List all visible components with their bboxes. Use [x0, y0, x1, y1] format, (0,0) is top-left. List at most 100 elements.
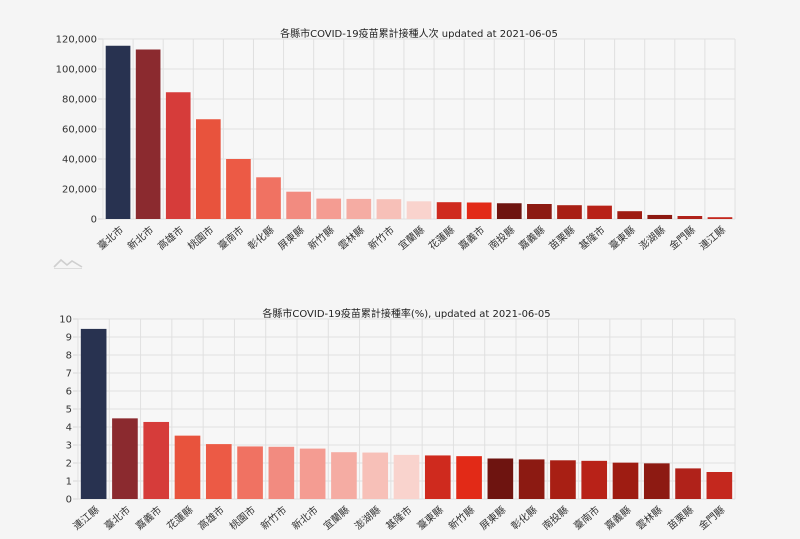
y-tick-label: 120,000	[56, 35, 97, 46]
x-tick-label: 新竹縣	[305, 223, 336, 252]
x-tick-label: 苗栗縣	[547, 224, 578, 252]
bar-臺東縣	[424, 455, 451, 499]
chart-vaccination-rate: 各縣市COVID-19疫苗累計接種率(%), updated at 2021-0…	[59, 307, 736, 533]
bar-宜蘭縣	[331, 452, 357, 499]
x-tick-label: 臺南市	[571, 503, 602, 532]
x-tick-label: 連江縣	[70, 503, 101, 532]
bar-連江縣	[707, 217, 733, 219]
x-tick-label: 臺北市	[95, 223, 126, 252]
y-tick-label: 10	[59, 315, 72, 326]
bar-苗栗縣	[557, 205, 582, 219]
x-tick-label: 嘉義市	[456, 223, 487, 252]
x-tick-label: 基隆市	[576, 223, 607, 252]
x-tick-label: 新竹縣	[446, 503, 477, 532]
bar-彰化縣	[256, 177, 281, 219]
x-tick-label: 金門縣	[666, 223, 697, 252]
bar-臺南市	[226, 159, 251, 219]
bar-屏東縣	[487, 458, 514, 499]
chart-title: 各縣市COVID-19疫苗累計接種人次 updated at 2021-06-0…	[280, 27, 558, 40]
y-tick-label: 60,000	[62, 125, 97, 136]
bar-澎湖縣	[362, 452, 389, 499]
y-tick-label: 1	[66, 477, 72, 488]
x-tick-label: 連江縣	[697, 223, 728, 252]
x-tick-label: 雲林縣	[633, 503, 664, 532]
bar-新竹縣	[456, 456, 482, 499]
bar-屏東縣	[286, 191, 311, 219]
y-tick-label: 6	[66, 387, 72, 398]
bar-新北市	[299, 448, 326, 499]
y-tick-label: 0	[91, 215, 97, 226]
bar-嘉義縣	[612, 462, 639, 499]
x-tick-label: 雲林縣	[335, 223, 366, 252]
x-tick-label: 澎湖縣	[637, 224, 668, 252]
bar-金門縣	[706, 472, 733, 499]
x-tick-label: 桃園市	[185, 223, 216, 252]
x-tick-label: 宜蘭縣	[321, 503, 352, 532]
bar-新竹縣	[316, 198, 342, 219]
bar-花蓮縣	[174, 435, 201, 499]
x-tick-label: 金門縣	[696, 503, 727, 532]
y-tick-label: 40,000	[62, 155, 97, 166]
bar-澎湖縣	[647, 214, 673, 219]
x-tick-label: 高雄市	[155, 223, 186, 252]
x-tick-label: 宜蘭縣	[396, 223, 427, 252]
x-tick-label: 新竹市	[365, 223, 396, 252]
x-tick-label: 新竹市	[258, 503, 289, 532]
bar-臺東縣	[617, 211, 643, 219]
x-tick-label: 臺北市	[102, 503, 133, 532]
x-tick-label: 基隆市	[383, 503, 414, 532]
bar-花蓮縣	[436, 202, 462, 219]
y-tick-label: 8	[66, 351, 72, 362]
y-tick-label: 9	[66, 333, 72, 344]
x-tick-label: 嘉義縣	[602, 503, 633, 532]
y-tick-label: 7	[66, 369, 72, 380]
bar-桃園市	[195, 119, 221, 219]
bar-嘉義縣	[527, 204, 552, 219]
bar-彰化縣	[518, 459, 545, 499]
bar-新竹市	[268, 446, 295, 499]
x-tick-label: 花蓮縣	[426, 223, 457, 252]
bar-苗栗縣	[675, 468, 701, 499]
bar-雲林縣	[346, 198, 372, 219]
x-tick-label: 臺東縣	[414, 503, 445, 532]
bar-新竹市	[376, 199, 402, 219]
bar-高雄市	[165, 92, 191, 219]
bar-臺北市	[105, 45, 131, 219]
chart-title: 各縣市COVID-19疫苗累計接種率(%), updated at 2021-0…	[262, 307, 550, 320]
x-tick-label: 嘉義市	[133, 503, 164, 532]
bar-桃園市	[237, 446, 263, 499]
x-tick-label: 臺南市	[215, 223, 246, 252]
x-tick-label: 新北市	[125, 223, 156, 252]
x-tick-label: 嘉義縣	[516, 223, 547, 252]
x-tick-label: 彰化縣	[508, 503, 539, 532]
y-tick-label: 3	[66, 441, 72, 452]
x-tick-label: 花蓮縣	[164, 503, 195, 532]
bar-基隆市	[587, 205, 612, 219]
y-tick-label: 4	[66, 423, 72, 434]
y-tick-label: 100,000	[56, 65, 97, 76]
x-tick-label: 屏東縣	[275, 223, 306, 252]
bar-南投縣	[496, 203, 522, 219]
x-tick-label: 苗栗縣	[665, 504, 696, 532]
x-tick-label: 臺東縣	[606, 223, 637, 252]
chart-vaccination-count: 各縣市COVID-19疫苗累計接種人次 updated at 2021-06-0…	[56, 27, 736, 253]
y-tick-label: 0	[66, 495, 72, 506]
bar-臺北市	[112, 418, 138, 499]
x-tick-label: 屏東縣	[477, 503, 508, 532]
bar-連江縣	[80, 328, 107, 499]
y-tick-label: 2	[66, 459, 72, 470]
bar-嘉義市	[143, 421, 170, 499]
bar-金門縣	[677, 216, 703, 219]
y-tick-label: 80,000	[62, 95, 97, 106]
logo-icon	[53, 258, 83, 269]
y-tick-label: 5	[66, 405, 72, 416]
x-tick-label: 南投縣	[486, 223, 517, 252]
bar-雲林縣	[643, 463, 670, 499]
x-tick-label: 南投縣	[540, 503, 571, 532]
x-tick-label: 新北市	[289, 503, 320, 532]
x-tick-label: 彰化縣	[245, 223, 276, 252]
x-tick-label: 澎湖縣	[352, 504, 383, 532]
bar-高雄市	[205, 444, 232, 499]
